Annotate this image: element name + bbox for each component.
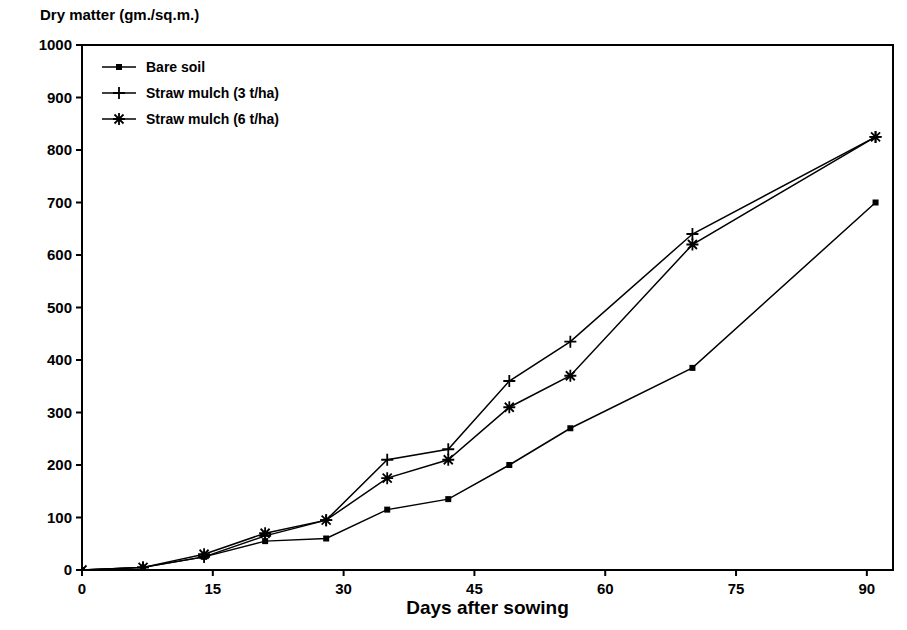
- x-tick: [473, 570, 475, 576]
- series-marker: [686, 239, 698, 251]
- x-tick-label: 30: [335, 580, 352, 597]
- series-line: [82, 137, 876, 570]
- y-tick: [76, 464, 82, 466]
- series-marker: [873, 200, 879, 206]
- plot-frame: [82, 45, 893, 570]
- series-marker: [564, 336, 576, 348]
- y-tick-label: 600: [47, 246, 72, 263]
- series-line: [82, 137, 876, 570]
- series-marker: [503, 401, 515, 413]
- y-tick: [76, 149, 82, 151]
- series-marker: [320, 514, 332, 526]
- legend-marker: [113, 87, 125, 99]
- x-tick: [212, 570, 214, 576]
- legend: Bare soil Straw mulch (3 t/ha) Straw mulch…: [102, 59, 279, 127]
- series-marker: [567, 425, 573, 431]
- y-tick-label: 300: [47, 404, 72, 421]
- x-tick: [81, 570, 83, 576]
- series-marker: [870, 131, 882, 143]
- y-tick: [76, 517, 82, 519]
- series-marker: [506, 462, 512, 468]
- x-tick-label: 15: [204, 580, 221, 597]
- x-tick-label: 75: [728, 580, 745, 597]
- legend-marker: [113, 113, 125, 125]
- x-tick: [735, 570, 737, 576]
- y-tick: [76, 254, 82, 256]
- x-tick-label: 60: [597, 580, 614, 597]
- y-tick-label: 100: [47, 509, 72, 526]
- series-marker: [259, 527, 271, 539]
- y-tick: [76, 202, 82, 204]
- series-marker: [82, 564, 88, 570]
- legend-marker: [116, 64, 122, 70]
- y-tick-label: 900: [47, 89, 72, 106]
- series-marker: [137, 561, 149, 570]
- legend-label: Straw mulch (3 t/ha): [146, 85, 279, 101]
- series-marker: [381, 454, 393, 466]
- x-tick: [866, 570, 868, 576]
- series-marker: [323, 536, 329, 542]
- series-marker: [82, 564, 88, 570]
- series-marker: [198, 548, 210, 560]
- x-axis-title: Days after sowing: [406, 597, 569, 618]
- y-axis-title: Dry matter (gm./sq.m.): [40, 6, 199, 23]
- y-tick: [76, 44, 82, 46]
- series-marker: [442, 454, 454, 466]
- series-marker: [870, 131, 882, 143]
- series-marker: [445, 496, 451, 502]
- series-marker: [384, 507, 390, 513]
- y-tick-label: 200: [47, 456, 72, 473]
- y-tick-label: 400: [47, 351, 72, 368]
- series-marker: [689, 365, 695, 371]
- series-marker: [442, 443, 454, 455]
- series-marker: [686, 228, 698, 240]
- y-tick: [76, 412, 82, 414]
- y-tick: [76, 307, 82, 309]
- legend-label: Straw mulch (6 t/ha): [146, 111, 279, 127]
- y-tick-label: 1000: [39, 36, 72, 53]
- series-marker: [137, 561, 149, 570]
- y-tick-label: 800: [47, 141, 72, 158]
- x-tick: [604, 570, 606, 576]
- y-tick: [76, 359, 82, 361]
- y-tick-label: 700: [47, 194, 72, 211]
- y-tick: [76, 97, 82, 99]
- series-marker: [320, 514, 332, 526]
- series-line: [82, 203, 876, 571]
- y-tick-label: 500: [47, 299, 72, 316]
- series-marker: [503, 375, 515, 387]
- legend-label: Bare soil: [146, 59, 205, 75]
- series-marker: [564, 370, 576, 382]
- x-tick-label: 0: [78, 580, 86, 597]
- plot-area: [82, 131, 882, 570]
- x-tick-label: 45: [466, 580, 483, 597]
- x-tick-label: 90: [858, 580, 875, 597]
- x-tick: [343, 570, 345, 576]
- chart: 0 100 200 300 400 500 600 700 800 900 1000 0 15 30 45 6…: [0, 0, 907, 630]
- series-marker: [381, 472, 393, 484]
- y-tick-label: 0: [64, 561, 72, 578]
